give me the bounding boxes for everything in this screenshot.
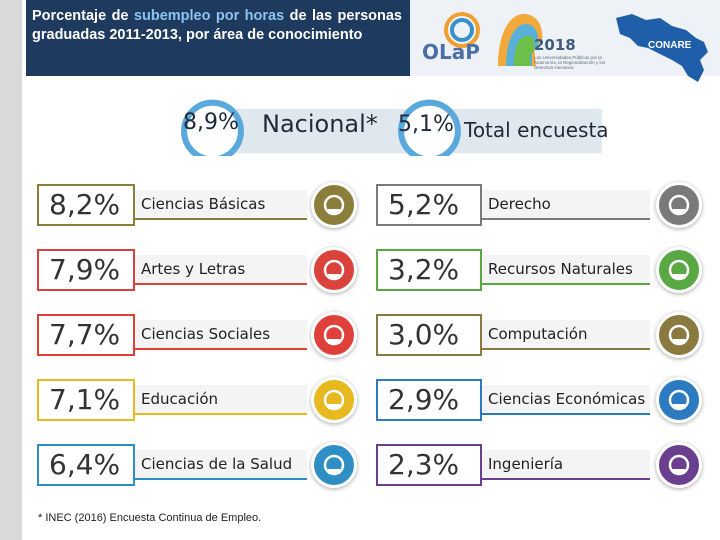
area-row: 3,0% Computación	[376, 312, 706, 358]
area-pct: 8,2%	[49, 188, 121, 221]
pct-box: 2,3%	[376, 444, 482, 486]
olap-logo-icon	[444, 12, 480, 48]
pct-box: 8,2%	[37, 184, 135, 226]
nacional-pct: 8,9%	[183, 110, 239, 135]
economics-icon	[656, 377, 702, 423]
area-pct: 7,1%	[49, 383, 121, 416]
social-icon	[311, 312, 357, 358]
pct-box: 3,0%	[376, 314, 482, 356]
nature-icon	[656, 247, 702, 293]
area-pct: 7,9%	[49, 253, 121, 286]
engineering-icon	[656, 442, 702, 488]
science-icon	[311, 182, 357, 228]
area-label: Ingeniería	[488, 455, 564, 473]
area-pct: 2,9%	[388, 383, 460, 416]
costa-rica-map-icon	[616, 14, 708, 82]
area-label-tab	[478, 255, 650, 285]
pct-box: 2,9%	[376, 379, 482, 421]
area-label: Computación	[488, 325, 588, 343]
area-label: Derecho	[488, 195, 551, 213]
olap-word: OLaP	[422, 40, 480, 64]
faces-logo-icon	[498, 14, 543, 66]
area-label-tab	[131, 385, 307, 415]
page-title: Porcentaje de subempleo por horas de las…	[26, 0, 410, 76]
area-label: Ciencias de la Salud	[141, 455, 293, 473]
pct-box: 7,1%	[37, 379, 135, 421]
area-pct: 3,0%	[388, 318, 460, 351]
area-label-tab	[131, 190, 307, 220]
area-label: Ciencias Económicas	[488, 390, 646, 408]
pct-box: 7,7%	[37, 314, 135, 356]
title-highlight: subempleo por horas	[133, 8, 285, 24]
area-label: Ciencias Sociales	[141, 325, 271, 343]
title-part2: de las personas graduadas 2011-2013, por…	[32, 8, 402, 43]
encuesta-label: Total encuesta	[464, 118, 609, 142]
area-row: 7,1% Educación	[37, 377, 361, 423]
conare-word: CONARE	[648, 40, 692, 51]
area-pct: 3,2%	[388, 253, 460, 286]
area-label: Recursos Naturales	[488, 260, 633, 278]
area-label-tab	[131, 450, 307, 480]
title-part1: Porcentaje de	[32, 8, 134, 24]
area-row: 3,2% Recursos Naturales	[376, 247, 706, 293]
area-label-tab	[478, 320, 650, 350]
pct-box: 5,2%	[376, 184, 482, 226]
education-icon	[311, 377, 357, 423]
area-row: 8,2% Ciencias Básicas	[37, 182, 361, 228]
area-row: 6,4% Ciencias de la Salud	[37, 442, 361, 488]
area-label-tab	[131, 255, 307, 285]
area-label-tab	[478, 190, 650, 220]
area-pct: 7,7%	[49, 318, 121, 351]
pct-box: 7,9%	[37, 249, 135, 291]
area-row: 2,9% Ciencias Económicas	[376, 377, 706, 423]
area-label-tab	[478, 450, 650, 480]
health-icon	[311, 442, 357, 488]
pct-box: 6,4%	[37, 444, 135, 486]
area-label: Artes y Letras	[141, 260, 246, 278]
left-rule	[0, 0, 22, 540]
encuesta-pct: 5,1%	[398, 112, 454, 137]
nacional-label: Nacional*	[262, 110, 378, 138]
area-label: Educación	[141, 390, 219, 408]
area-row: 5,2% Derecho	[376, 182, 706, 228]
computer-icon	[656, 312, 702, 358]
footnote: * INEC (2016) Encuesta Continua de Emple…	[38, 512, 262, 524]
area-pct: 5,2%	[388, 188, 460, 221]
pct-box: 3,2%	[376, 249, 482, 291]
law-icon	[656, 182, 702, 228]
area-row: 7,7% Ciencias Sociales	[37, 312, 361, 358]
area-row: 2,3% Ingeniería	[376, 442, 706, 488]
area-label-tab	[478, 385, 650, 415]
area-pct: 6,4%	[49, 448, 121, 481]
area-label-tab	[131, 320, 307, 350]
national-banner	[181, 99, 602, 156]
area-row: 7,9% Artes y Letras	[37, 247, 361, 293]
area-label: Ciencias Básicas	[141, 195, 266, 213]
area-pct: 2,3%	[388, 448, 460, 481]
arts-icon	[311, 247, 357, 293]
logo-year: 2018	[534, 36, 576, 54]
logo-tagline: Las Universidades Públicas por la Autono…	[534, 55, 606, 70]
